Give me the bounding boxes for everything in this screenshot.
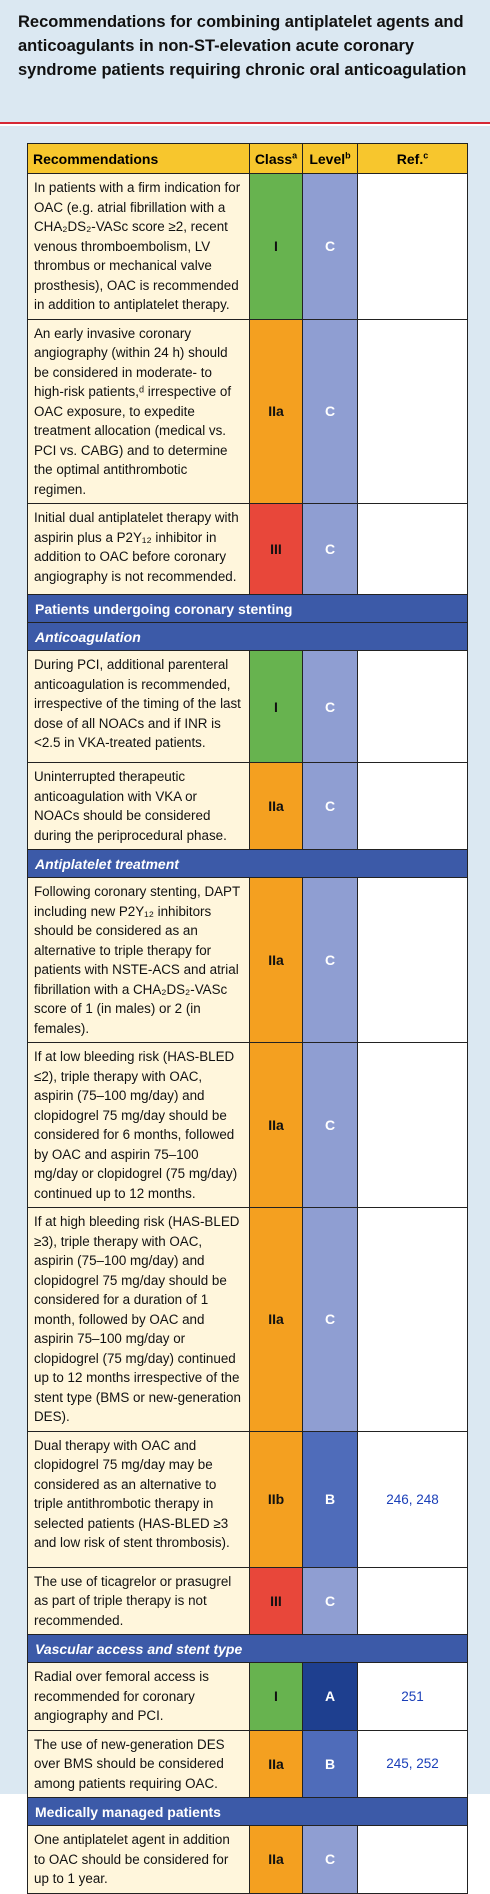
table-row: Following coronary stenting, DAPT includ… [27,877,468,1043]
class-cell: IIa [249,1042,303,1208]
subsection-title: Antiplatelet treatment [27,849,468,878]
recommendation-text: If at high bleeding risk (HAS-BLED ≥3), … [27,1207,250,1432]
class-cell: I [249,173,303,320]
ref-cell [357,762,468,850]
recommendation-text: Uninterrupted therapeutic anticoagulatio… [27,762,250,850]
level-cell: C [302,877,358,1043]
level-cell: C [302,503,358,595]
class-cell: IIb [249,1430,303,1568]
class-cell: IIa [249,762,303,850]
table-row: If at low bleeding risk (HAS-BLED ≤2), t… [27,1042,468,1208]
recommendation-text: Initial dual antiplatelet therapy with a… [27,503,250,595]
recommendation-text: An early invasive coronary angiography (… [27,318,250,504]
table-row: Initial dual antiplatelet therapy with a… [27,503,468,595]
ref-cell [357,173,468,320]
table-row: One antiplatelet agent in addition to OA… [27,1825,468,1894]
recommendation-text: The use of new-generation DES over BMS s… [27,1729,250,1798]
recommendation-text: During PCI, additional parenteral antico… [27,650,250,763]
table-row: The use of ticagrelor or prasugrel as pa… [27,1566,468,1635]
recommendation-text: Radial over femoral access is recommende… [27,1662,250,1731]
level-cell: B [302,1729,358,1798]
ref-cell[interactable]: 251 [357,1662,468,1731]
subsection-header: Anticoagulation [27,622,468,651]
subsection-title: Vascular access and stent type [27,1634,468,1663]
table-row: Radial over femoral access is recommende… [27,1662,468,1731]
level-cell: B [302,1430,358,1568]
class-cell: I [249,1662,303,1731]
ref-cell[interactable]: 246, 248 [357,1430,468,1568]
class-cell: I [249,650,303,763]
header-row: Recommendations Classa Levelb Ref.c [27,143,468,174]
class-cell: IIa [249,877,303,1043]
class-cell: III [249,1566,303,1635]
class-cell: IIa [249,1207,303,1432]
ref-cell [357,1825,468,1894]
class-cell: IIa [249,318,303,504]
level-cell: C [302,650,358,763]
section-header: Patients undergoing coronary stenting [27,594,468,623]
subsection-title: Anticoagulation [27,622,468,651]
recommendation-text: In patients with a firm indication for O… [27,173,250,320]
ref-cell [357,877,468,1043]
header-ref: Ref.c [357,143,468,174]
section-header: Medically managed patients [27,1797,468,1826]
level-cell: C [302,318,358,504]
table-row: During PCI, additional parenteral antico… [27,650,468,763]
recommendation-text: The use of ticagrelor or prasugrel as pa… [27,1566,250,1635]
ref-cell [357,650,468,763]
table-row: Dual therapy with OAC and clopidogrel 75… [27,1430,468,1568]
header-recommendations: Recommendations [27,143,250,174]
level-cell: C [302,1566,358,1635]
ref-cell[interactable]: 245, 252 [357,1729,468,1798]
subsection-header: Antiplatelet treatment [27,849,468,878]
recommendation-text: Dual therapy with OAC and clopidogrel 75… [27,1430,250,1568]
table-area: Recommendations Classa Levelb Ref.c In p… [0,126,490,1894]
table-row: If at high bleeding risk (HAS-BLED ≥3), … [27,1207,468,1432]
ref-cell [357,1566,468,1635]
table-row: An early invasive coronary angiography (… [27,318,468,504]
ref-cell [357,318,468,504]
class-cell: IIa [249,1825,303,1894]
level-cell: C [302,762,358,850]
subsection-header: Vascular access and stent type [27,1634,468,1663]
recommendations-table: Recommendations Classa Levelb Ref.c In p… [27,143,468,1894]
recommendation-text: One antiplatelet agent in addition to OA… [27,1825,250,1894]
level-cell: C [302,1042,358,1208]
recommendation-text: If at low bleeding risk (HAS-BLED ≤2), t… [27,1042,250,1208]
table-row: The use of new-generation DES over BMS s… [27,1729,468,1798]
title-banner: Recommendations for combining antiplatel… [0,0,490,124]
level-cell: A [302,1662,358,1731]
header-level: Levelb [302,143,358,174]
page-title: Recommendations for combining antiplatel… [18,13,467,79]
level-cell: C [302,1825,358,1894]
ref-cell [357,503,468,595]
ref-cell [357,1042,468,1208]
recommendation-text: Following coronary stenting, DAPT includ… [27,877,250,1043]
level-cell: C [302,173,358,320]
header-class: Classa [249,143,303,174]
class-cell: III [249,503,303,595]
class-cell: IIa [249,1729,303,1798]
section-title: Patients undergoing coronary stenting [27,594,468,623]
ref-cell [357,1207,468,1432]
table-row: In patients with a firm indication for O… [27,173,468,320]
table-row: Uninterrupted therapeutic anticoagulatio… [27,762,468,850]
level-cell: C [302,1207,358,1432]
section-title: Medically managed patients [27,1797,468,1826]
